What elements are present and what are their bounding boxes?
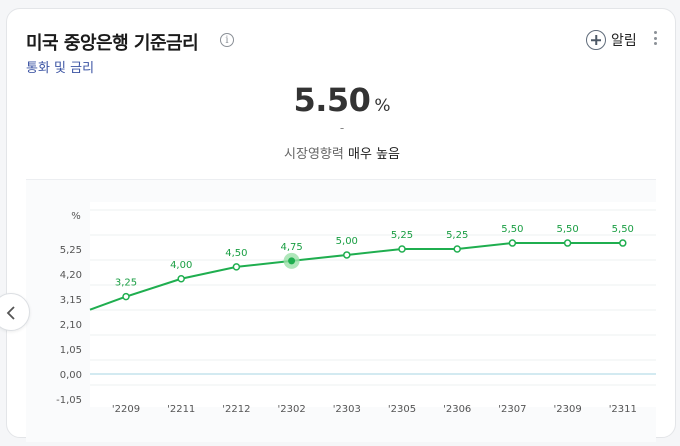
x-tick-label: '2209 [112, 404, 140, 415]
data-label: 3,25 [115, 278, 137, 289]
x-tick-label: '2211 [167, 404, 195, 415]
data-point [343, 251, 351, 259]
y-tick-label: 1,05 [60, 345, 82, 356]
rate-card: 미국 중앙은행 기준금리 i 통화 및 금리 알림 5.50% - 시장영향력 … [6, 8, 677, 442]
data-label: 5,50 [612, 224, 634, 235]
prev-button[interactable] [0, 293, 30, 331]
chevron-left-icon [6, 306, 15, 320]
x-tick-label: '2309 [553, 404, 581, 415]
category-link[interactable]: 통화 및 금리 [26, 61, 95, 76]
change-value: - [339, 121, 345, 135]
data-label: 5,25 [446, 230, 468, 241]
data-point [398, 245, 406, 253]
data-point [232, 263, 241, 271]
alert-button[interactable]: 알림 [586, 29, 637, 51]
data-point [122, 292, 130, 301]
data-point [563, 239, 572, 247]
y-unit-label: % [71, 211, 81, 222]
data-label: 5,25 [391, 230, 413, 241]
data-label: 4,50 [225, 248, 247, 259]
x-tick-label: '2307 [498, 404, 526, 415]
data-label: 5,50 [556, 224, 578, 235]
data-point [453, 245, 461, 253]
influence-label: 시장영향력 [284, 147, 344, 162]
alert-label: 알림 [611, 33, 637, 49]
x-tick-label: '2311 [609, 404, 637, 415]
y-tick-label: 4,20 [60, 270, 82, 281]
y-tick-label: 0,00 [60, 370, 82, 381]
info-icon[interactable]: i [220, 33, 234, 47]
more-options-icon[interactable] [653, 31, 657, 47]
plus-icon [586, 30, 606, 50]
data-label: 5,00 [336, 236, 358, 247]
data-point [288, 257, 296, 265]
y-tick-label: -1,05 [56, 395, 82, 406]
market-influence: 시장영향력 매우 높음 [7, 143, 677, 162]
chart-area: % 5,25 4,20 3,15 2,10 1,05 0,00 -1,05 '2209 '2211… [26, 179, 656, 442]
data-label: 5,50 [501, 224, 523, 235]
y-tick-label: 3,15 [60, 295, 82, 306]
y-tick-label: 2,10 [60, 320, 82, 331]
rate-unit: % [374, 96, 391, 116]
current-value: 5.50% [7, 81, 677, 119]
x-tick-label: '2305 [388, 404, 416, 415]
data-point [619, 239, 627, 247]
influence-level: 매우 높음 [347, 147, 400, 162]
x-tick-label: '2306 [443, 404, 471, 415]
x-tick-label: '2212 [222, 404, 250, 415]
rate-value: 5.50 [293, 81, 371, 119]
x-tick-label: '2303 [333, 404, 361, 415]
x-tick-label: '2302 [277, 404, 305, 415]
data-label: 4,00 [170, 260, 192, 271]
rate-chart: % 5,25 4,20 3,15 2,10 1,05 0,00 -1,05 '2209 '2211… [56, 202, 656, 415]
y-tick-label: 5,25 [60, 245, 82, 256]
data-label: 4,75 [280, 242, 302, 253]
data-point [508, 239, 517, 247]
page-title: 미국 중앙은행 기준금리 [26, 33, 199, 54]
data-point [177, 275, 185, 283]
plot-background [90, 202, 656, 407]
